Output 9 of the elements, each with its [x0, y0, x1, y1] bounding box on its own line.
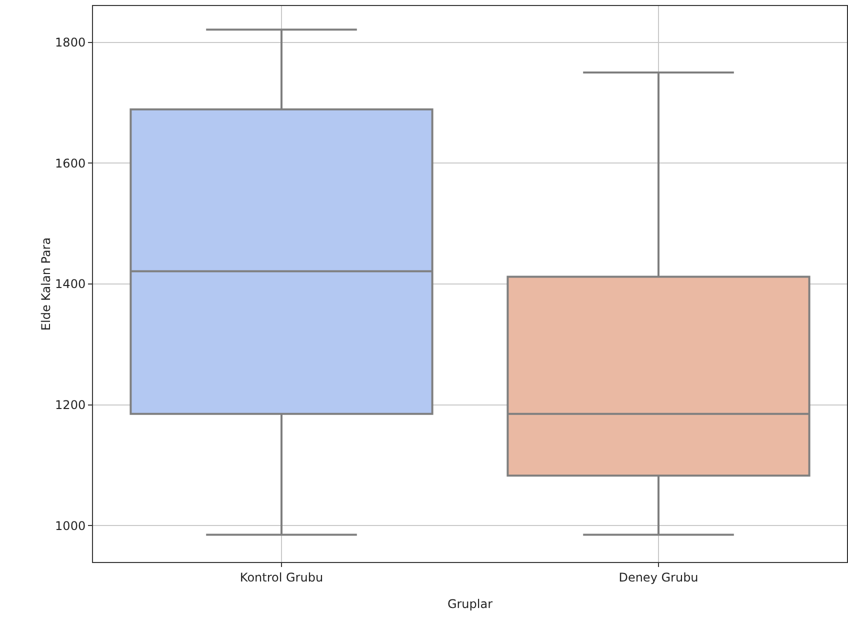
x-axis-title: Gruplar — [447, 597, 493, 611]
y-tick-label: 1800 — [55, 35, 86, 50]
y-tick-label: 1400 — [55, 277, 86, 292]
y-tick-label: 1200 — [55, 398, 86, 412]
y-tick-label: 1600 — [55, 156, 86, 170]
x-tick-label: Deney Grubu — [618, 570, 698, 584]
y-tick-label: 1000 — [55, 518, 86, 533]
x-tick-label: Kontrol Grubu — [240, 570, 324, 584]
y-axis-title: Elde Kalan Para — [39, 237, 54, 331]
